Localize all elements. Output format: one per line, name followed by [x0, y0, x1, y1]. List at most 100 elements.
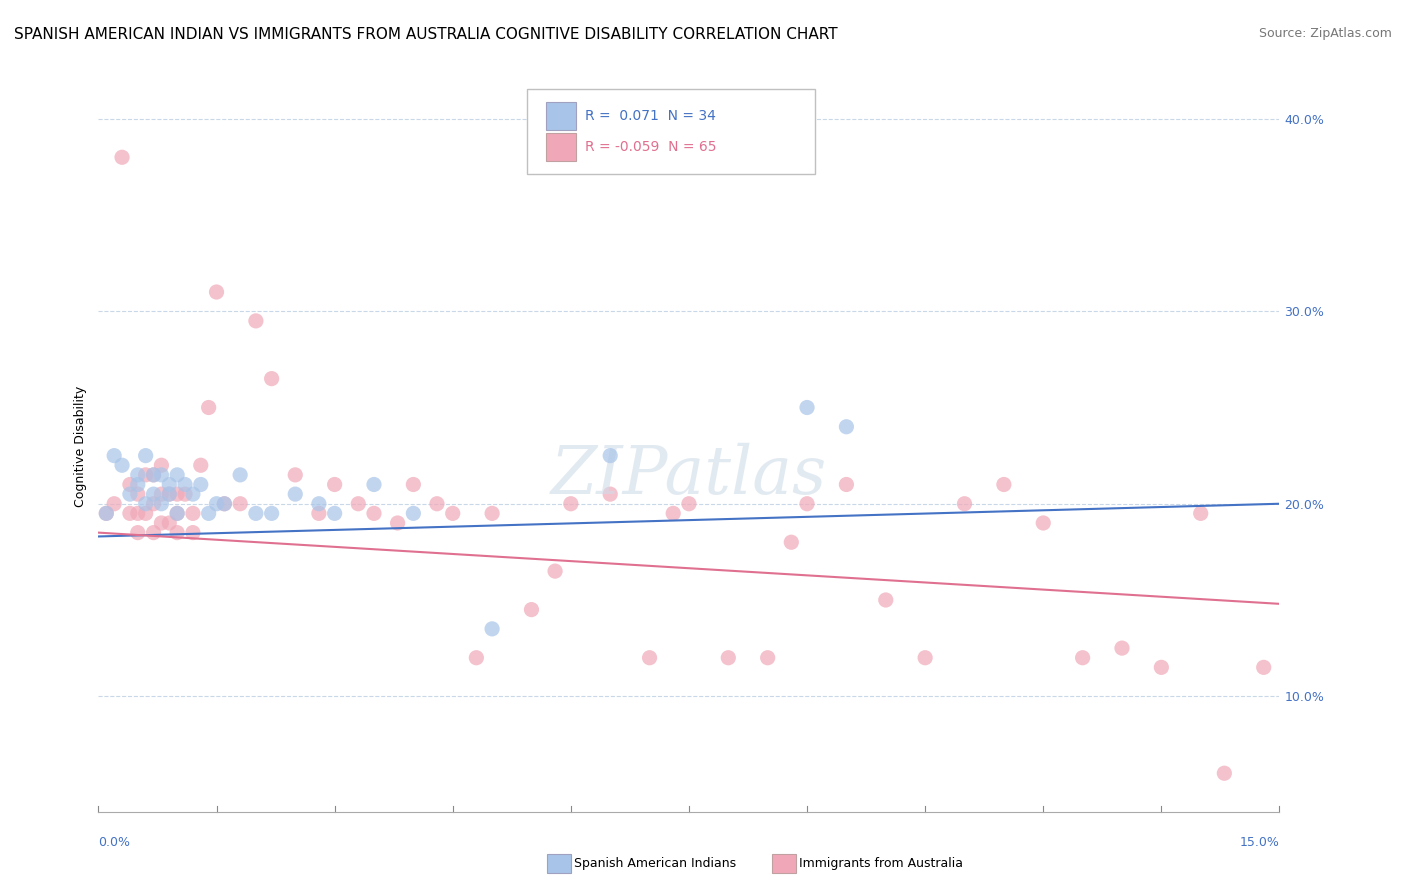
Point [142, 525, 165, 540]
Point [914, 650, 936, 665]
Point [157, 487, 180, 501]
Point [520, 602, 543, 616]
Point [560, 497, 582, 511]
Point [157, 487, 180, 501]
Point [363, 477, 385, 491]
Point [166, 467, 188, 482]
Point [166, 525, 188, 540]
Text: Source: ZipAtlas.com: Source: ZipAtlas.com [1258, 27, 1392, 40]
Point [678, 497, 700, 511]
Point [465, 650, 488, 665]
Point [118, 507, 141, 521]
Text: 0.0%: 0.0% [98, 837, 131, 849]
Point [96, 507, 118, 521]
Point [166, 507, 188, 521]
Point [135, 507, 157, 521]
Point [284, 467, 307, 482]
Point [717, 650, 740, 665]
Point [118, 487, 141, 501]
Text: Immigrants from Australia: Immigrants from Australia [799, 857, 963, 870]
Point [150, 487, 173, 501]
Point [481, 622, 503, 636]
Point [780, 535, 803, 549]
Point [1032, 516, 1054, 530]
Point [284, 487, 307, 501]
Point [111, 458, 134, 473]
Text: Spanish American Indians: Spanish American Indians [574, 857, 735, 870]
Point [142, 487, 165, 501]
Point [599, 487, 621, 501]
Point [402, 507, 425, 521]
Point [1150, 660, 1173, 674]
Y-axis label: Cognitive Disability: Cognitive Disability [75, 385, 87, 507]
Point [1111, 641, 1133, 656]
Point [363, 507, 385, 521]
Point [197, 507, 219, 521]
Point [1253, 660, 1275, 674]
Point [127, 467, 149, 482]
Point [214, 497, 236, 511]
Point [387, 516, 409, 530]
Point [166, 507, 188, 521]
Point [118, 477, 141, 491]
Point [190, 477, 212, 491]
Point [796, 401, 818, 415]
Point [96, 507, 118, 521]
Point [157, 477, 180, 491]
Point [756, 650, 779, 665]
Point [1213, 766, 1236, 780]
Point [308, 507, 330, 521]
Point [323, 477, 346, 491]
Point [260, 507, 283, 521]
Point [323, 507, 346, 521]
Point [135, 449, 157, 463]
Point [214, 497, 236, 511]
Text: 15.0%: 15.0% [1240, 837, 1279, 849]
Point [127, 477, 149, 491]
Point [245, 507, 267, 521]
Point [103, 449, 125, 463]
Point [205, 285, 228, 299]
Text: R =  0.071  N = 34: R = 0.071 N = 34 [585, 109, 716, 123]
Point [544, 564, 567, 578]
Point [150, 467, 173, 482]
Point [157, 516, 180, 530]
Point [127, 507, 149, 521]
Point [127, 525, 149, 540]
Point [111, 150, 134, 164]
Point [426, 497, 449, 511]
Point [402, 477, 425, 491]
Point [135, 497, 157, 511]
Text: ZIPatlas: ZIPatlas [551, 442, 827, 508]
Point [142, 467, 165, 482]
Point [181, 487, 204, 501]
Point [166, 487, 188, 501]
Text: SPANISH AMERICAN INDIAN VS IMMIGRANTS FROM AUSTRALIA COGNITIVE DISABILITY CORREL: SPANISH AMERICAN INDIAN VS IMMIGRANTS FR… [14, 27, 838, 42]
Point [245, 314, 267, 328]
Point [103, 497, 125, 511]
Point [127, 487, 149, 501]
Point [796, 497, 818, 511]
Point [835, 477, 858, 491]
Point [150, 516, 173, 530]
Point [260, 371, 283, 385]
Point [142, 467, 165, 482]
Point [638, 650, 661, 665]
Point [599, 449, 621, 463]
Point [347, 497, 370, 511]
Point [308, 497, 330, 511]
Point [1071, 650, 1094, 665]
Point [142, 497, 165, 511]
Point [441, 507, 464, 521]
Point [174, 487, 197, 501]
Point [993, 477, 1015, 491]
Point [229, 497, 252, 511]
Text: R = -0.059  N = 65: R = -0.059 N = 65 [585, 140, 717, 154]
Point [875, 593, 897, 607]
Point [150, 458, 173, 473]
Point [181, 507, 204, 521]
Point [150, 497, 173, 511]
Point [181, 525, 204, 540]
Point [662, 507, 685, 521]
Point [229, 467, 252, 482]
